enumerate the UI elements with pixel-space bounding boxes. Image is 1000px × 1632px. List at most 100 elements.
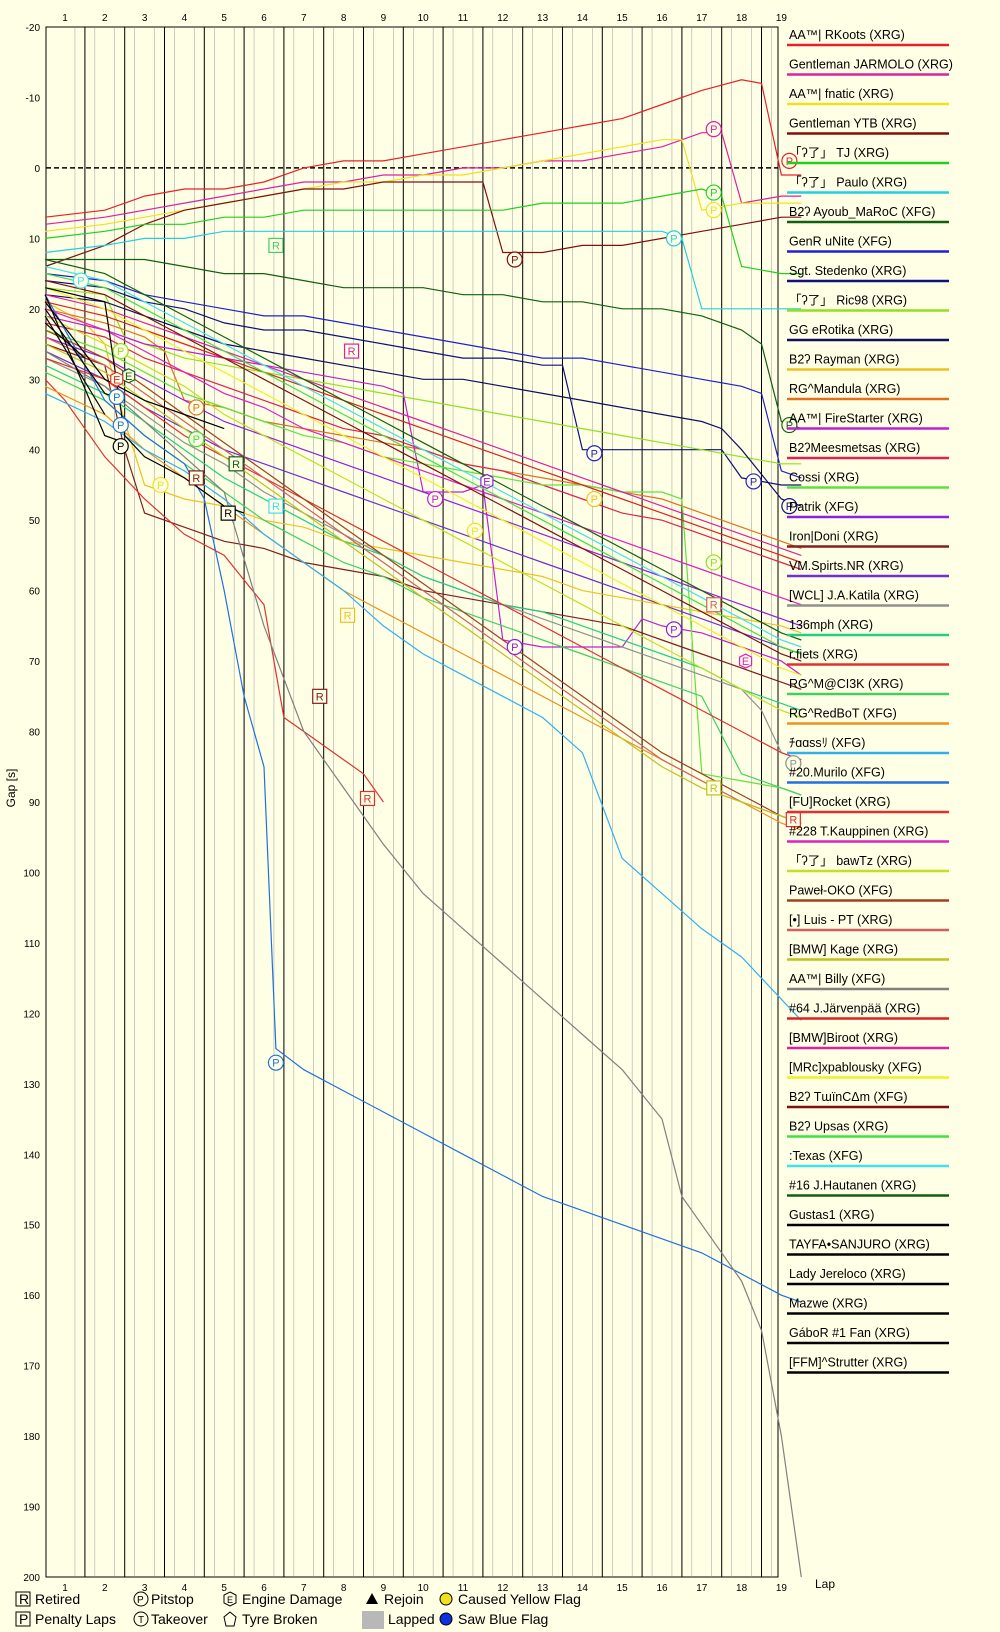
key-label-rejoin: Rejoin — [384, 1591, 424, 1607]
marker-P-34: P — [506, 638, 523, 656]
legend-label: Gentleman JARMOLO (XRG) — [789, 58, 953, 72]
series-line-8 — [45, 280, 802, 486]
x-axis-top-ticks: 1 2 3 4 5 6 7 8 9 10 11 12 13 14 15 16 17 18 19 — [62, 13, 787, 24]
marker-P-27: P — [781, 497, 798, 515]
legend-label: #16 J.Hautanen (XRG) — [789, 1179, 916, 1193]
y-tick-140: 140 — [23, 1150, 40, 1161]
legend-item-27: #228 T.Kauppinen (XRG) — [787, 825, 949, 843]
legend-item-24: ﾁɑɑssﾘ (XFG) — [787, 736, 949, 755]
y-tick-200: 200 — [23, 1573, 40, 1584]
legend-label: Paweł-OKO (XFG) — [789, 884, 893, 898]
series-line-39 — [44, 258, 802, 641]
series-line-27 — [44, 308, 802, 606]
pitstop-marker-circle — [781, 152, 798, 169]
legend-item-44: GáboR #1 Fan (XRG) — [787, 1326, 949, 1345]
marker-letter: P — [193, 434, 200, 446]
key-label-caused-yellow-flag: Caused Yellow Flag — [458, 1591, 581, 1607]
x-tick-bottom-14: 14 — [577, 1583, 589, 1594]
y-tick-40: 40 — [29, 446, 41, 457]
marker-letter: P — [786, 420, 793, 432]
legend-label: Gustas1 (XRG) — [789, 1208, 874, 1222]
retired-marker-box — [228, 456, 244, 472]
legend-label: TAYFA•SANJURO (XRG) — [789, 1238, 930, 1252]
series-line-45 — [44, 322, 86, 359]
pitstop-marker-circle — [112, 342, 129, 360]
x-tick-top-9: 9 — [381, 13, 387, 24]
pitstop-marker-circle — [705, 121, 722, 138]
series-line-42 — [44, 301, 225, 430]
plot-border — [45, 26, 779, 1578]
legend-item-40: Gustas1 (XRG) — [787, 1208, 949, 1227]
marker-letter: R — [272, 240, 280, 252]
marker-letter: P — [471, 526, 478, 538]
marker-letter: P — [157, 480, 164, 492]
y-tick-30: 30 — [29, 375, 41, 386]
series-line-0 — [45, 79, 802, 218]
key-label-penalty-laps: Penalty Laps — [35, 1611, 116, 1627]
y-tick--10: -10 — [26, 93, 41, 104]
marker-P-37: P — [785, 755, 802, 772]
marker-P-33: P — [665, 621, 683, 638]
x-tick-bottom-8: 8 — [341, 1583, 347, 1594]
y-tick-60: 60 — [29, 587, 41, 598]
pitstop-marker-circle — [745, 473, 762, 490]
legend-label: Cossi (XRG) — [789, 471, 859, 485]
marker-R-31: R — [706, 597, 722, 613]
legend-label: Patrik (XFG) — [789, 500, 858, 514]
marker-letter: R — [224, 508, 232, 520]
legend-label: RG^Mandula (XRG) — [789, 382, 900, 396]
legend-item-14: B2ʔMeesmetsas (XRG) — [787, 441, 949, 460]
x-tick-bottom-16: 16 — [656, 1583, 668, 1594]
retired-marker-box — [188, 470, 204, 486]
pitstop-marker-circle — [506, 638, 523, 656]
pitstop-marker-circle — [781, 497, 798, 515]
legend-label: AA™| fnatic (XRG) — [789, 87, 894, 101]
key-takeover: T Takeover — [133, 1611, 208, 1627]
legend-item-11: B2ʔ Rayman (XRG) — [787, 353, 949, 371]
series-line-35 — [44, 287, 802, 676]
marker-P-29: P — [466, 522, 484, 539]
marker-letter: E — [483, 476, 490, 488]
marker-letter: R — [192, 473, 200, 485]
engine-damage-icon: E — [227, 1595, 233, 1605]
legend-label: 136mph (XRG) — [789, 618, 873, 632]
key-label-saw-blue-flag: Saw Blue Flag — [458, 1611, 548, 1627]
pitstop-marker-circle — [152, 476, 169, 494]
marker-letter: P — [710, 124, 717, 136]
y-tick-150: 150 — [23, 1221, 40, 1232]
x-axis-label: Lap — [815, 1577, 835, 1591]
x-tick-top-3: 3 — [142, 13, 148, 24]
legend-label: RG^M@CI3K (XRG) — [789, 677, 903, 691]
y-tick-110: 110 — [24, 939, 40, 950]
pitstop-marker-circle — [705, 184, 722, 201]
marker-E-10: E — [122, 368, 136, 384]
marker-letter: R — [348, 346, 356, 358]
y-tick-190: 190 — [23, 1503, 40, 1514]
y-tick-10: 10 — [29, 234, 41, 245]
series-line-29 — [44, 329, 802, 824]
series-line-34 — [44, 294, 802, 556]
legend-item-9: 「ʔ了」 Ric98 (XRG) — [787, 294, 949, 312]
marker-E-11: E — [110, 371, 124, 387]
legend-label: :Texas (XFG) — [789, 1149, 863, 1163]
marker-P-0: P — [705, 121, 722, 138]
marker-letter: P — [591, 494, 598, 506]
key-label-tyre-broken: Tyre Broken — [242, 1611, 317, 1627]
y-tick-170: 170 — [23, 1362, 40, 1373]
x-tick-bottom-4: 4 — [182, 1583, 188, 1594]
legend-item-16: Patrik (XFG) — [787, 500, 949, 519]
key-lapped: Lapped — [362, 1611, 435, 1629]
y-tick-80: 80 — [29, 728, 41, 739]
pitstop-marker-circle — [665, 621, 683, 638]
marker-P-14: P — [112, 416, 129, 434]
series-line-7 — [45, 273, 802, 479]
series-line-10 — [45, 294, 802, 507]
series-line-28 — [44, 315, 802, 719]
legend-label: [BMW] Kage (XRG) — [789, 943, 898, 957]
pitstop-marker-circle — [112, 438, 129, 455]
legend-label: #20.Murilo (XFG) — [789, 766, 885, 780]
engine-marker-shape — [110, 371, 124, 387]
engine-marker-shape — [122, 368, 136, 384]
legend-item-38: :Texas (XFG) — [787, 1149, 949, 1168]
x-tick-top-12: 12 — [497, 13, 509, 24]
